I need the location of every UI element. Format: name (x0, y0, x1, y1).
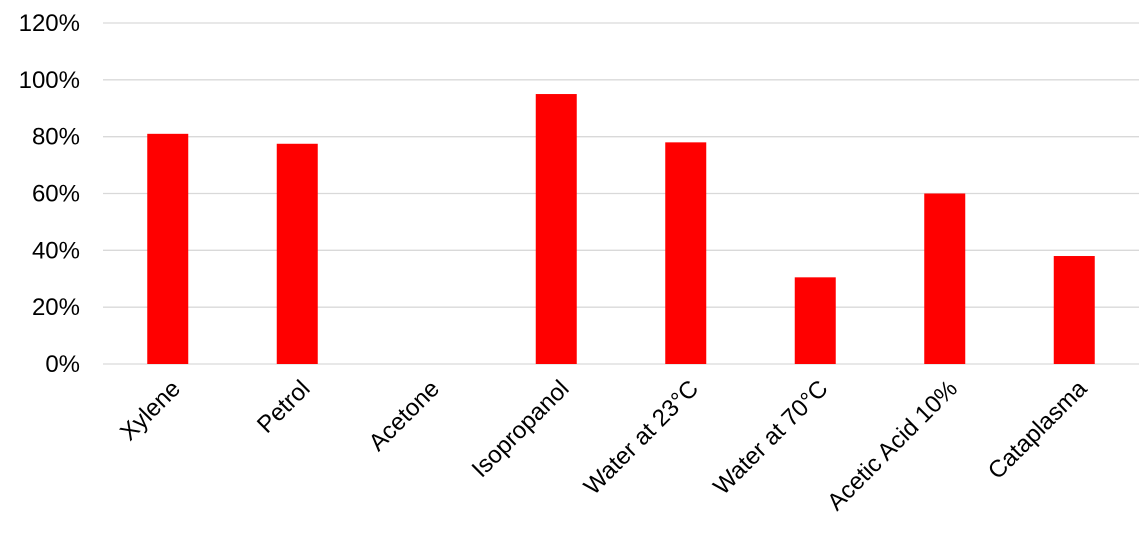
y-tick-label: 20% (32, 294, 80, 321)
x-category-label: Petrol (252, 375, 315, 438)
bars (147, 94, 1095, 365)
x-category-label: Water at 70°C (708, 375, 833, 500)
bar-petrol (276, 143, 318, 364)
y-tick-label: 60% (32, 181, 80, 208)
y-tick-label: 100% (19, 67, 80, 94)
bar-water-at-23-c (665, 142, 707, 364)
x-category-label: Acetic Acid 10% (822, 375, 963, 516)
x-category-label: Xylene (115, 375, 186, 446)
y-tick-label: 80% (32, 124, 80, 151)
x-category-label: Acetone (364, 375, 445, 456)
y-tick-label: 0% (45, 351, 80, 378)
bar-cataplasma (1053, 256, 1095, 364)
x-category-label: Isopropanol (467, 375, 575, 483)
x-category-label: Cataplasma (983, 375, 1093, 485)
bar-water-at-70-c (794, 277, 836, 364)
x-category-label: Water at 23°C (579, 375, 704, 500)
y-tick-label: 120% (19, 10, 80, 37)
bar-xylene (147, 133, 189, 364)
x-axis-category-labels: Xylene Petrol Acetone Isopropanol Water at 2… (115, 375, 1093, 516)
y-axis-tick-labels: 0% 20% 40% 60% 80% 100% 120% (19, 10, 80, 378)
gridlines (103, 22, 1139, 365)
bar-acetic-acid-10 (924, 193, 966, 364)
bar-isopropanol (535, 94, 577, 365)
y-tick-label: 40% (32, 237, 80, 264)
